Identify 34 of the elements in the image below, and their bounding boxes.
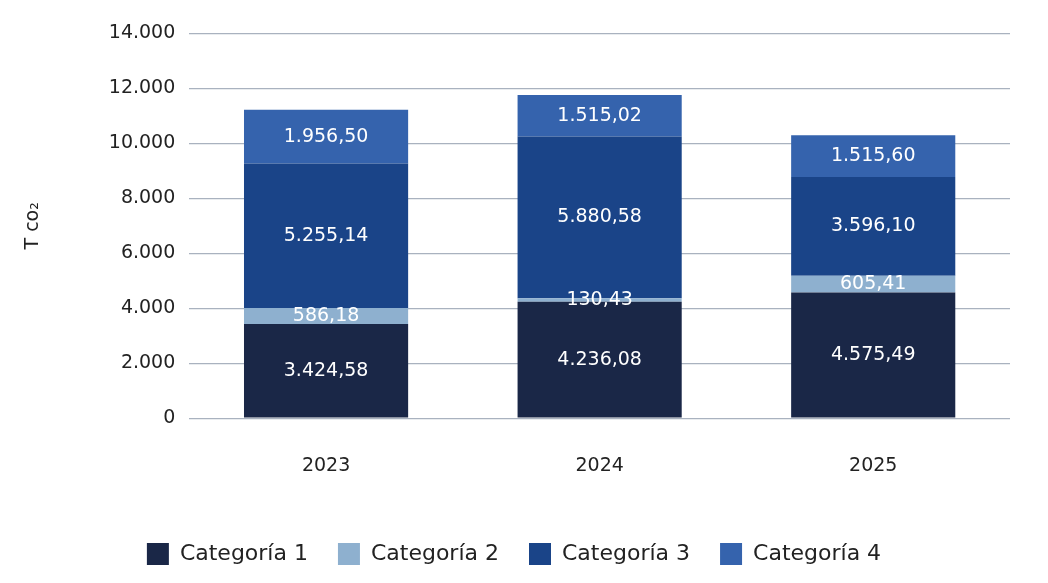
- data-label: 5.255,14: [283, 222, 369, 245]
- bar: [791, 176, 956, 276]
- data-label: 1.515,02: [557, 102, 642, 125]
- data-label: 4.575,49: [830, 341, 916, 364]
- data-label: 5.880,58: [557, 204, 642, 227]
- data-label: 3.424,58: [283, 357, 369, 380]
- legend-label: Categoría 2: [370, 539, 499, 565]
- data-label: 586,18: [292, 302, 360, 325]
- y-tick-label: 4.000: [120, 295, 176, 318]
- bar: [244, 324, 409, 418]
- data-label: 1.515,60: [830, 143, 916, 166]
- y-tick-label: 12.000: [108, 75, 176, 98]
- bar: [791, 135, 956, 177]
- y-tick-label: 14.000: [108, 20, 176, 43]
- bar: [791, 292, 956, 418]
- data-label: 4.236,08: [557, 346, 642, 369]
- x-tick-label: 2025: [849, 452, 898, 475]
- legend-label: Categoría 1: [179, 539, 308, 565]
- data-label: 3.596,10: [830, 213, 916, 236]
- bar: [244, 109, 409, 164]
- y-tick-label: 10.000: [108, 130, 176, 153]
- x-tick-label: 2024: [575, 452, 624, 475]
- bar: [244, 163, 409, 308]
- bar: [517, 94, 682, 137]
- y-axis-title: T co₂: [20, 202, 43, 251]
- data-label: 605,41: [839, 271, 907, 294]
- y-tick-label: 0: [163, 405, 176, 428]
- data-label: 1.956,50: [283, 123, 369, 146]
- x-tick-label: 2023: [301, 452, 351, 475]
- y-tick-label: 6.000: [120, 240, 176, 263]
- y-tick-label: 2.000: [120, 350, 176, 373]
- legend-label: Categoría 3: [562, 539, 691, 565]
- legend-label: Categoría 4: [753, 539, 882, 565]
- y-tick-label: 8.000: [120, 185, 176, 208]
